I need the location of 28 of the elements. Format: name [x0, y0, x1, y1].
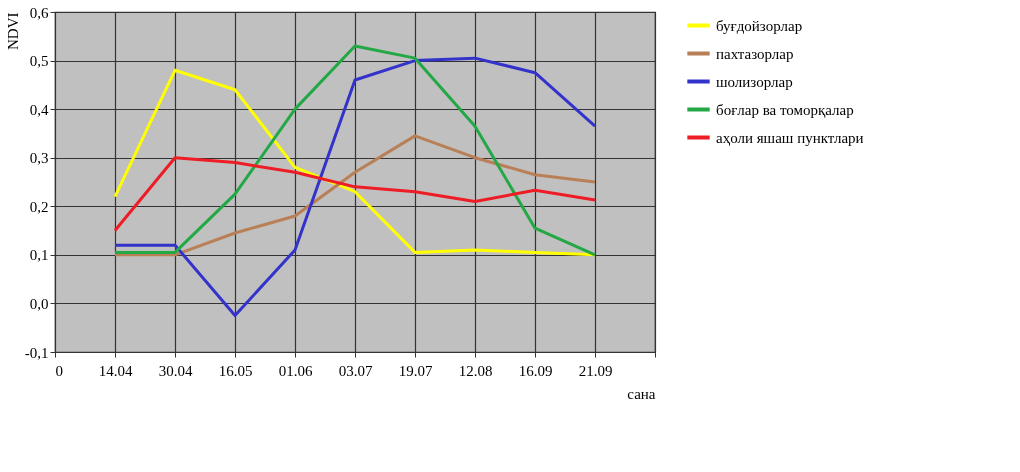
line-series — [113, 134, 597, 257]
y-axis-title: NDVI — [4, 12, 21, 50]
legend-label: буғдойзорлар — [716, 17, 803, 34]
x-tick-label: 21.09 — [578, 362, 613, 379]
y-tick-label: 0,4 — [29, 101, 49, 118]
x-tick-label: 14.04 — [98, 362, 133, 379]
x-axis-title: сана — [627, 385, 656, 402]
y-tick-label: 0,3 — [29, 150, 49, 167]
x-tick-label: 30.04 — [158, 362, 193, 379]
line-series — [113, 156, 597, 233]
line-series — [113, 56, 597, 318]
legend-label: аҳоли яшаш пунктлари — [716, 129, 864, 146]
y-tick-label: 0,5 — [29, 53, 49, 70]
x-tick-label: 0 — [55, 362, 63, 379]
y-tick-label: 0,0 — [29, 295, 49, 312]
legend-label: шолизорлар — [716, 73, 793, 90]
x-tick-label: 16.05 — [218, 362, 253, 379]
x-tick-label: 16.09 — [518, 362, 553, 379]
y-tick-label: 0,6 — [29, 4, 49, 21]
y-tick-label: 0,2 — [29, 198, 49, 215]
x-tick-label: 12.08 — [458, 362, 493, 379]
y-tick-label: 0,1 — [29, 247, 49, 264]
x-tick-label: 03.07 — [338, 362, 373, 379]
x-tick-label: 19.07 — [398, 362, 433, 379]
y-tick-label: -0,1 — [24, 344, 49, 361]
x-tick-label: 01.06 — [278, 362, 313, 379]
legend-label: боғлар ва томорқалар — [716, 101, 854, 118]
legend-label: пахтазорлар — [716, 45, 794, 62]
